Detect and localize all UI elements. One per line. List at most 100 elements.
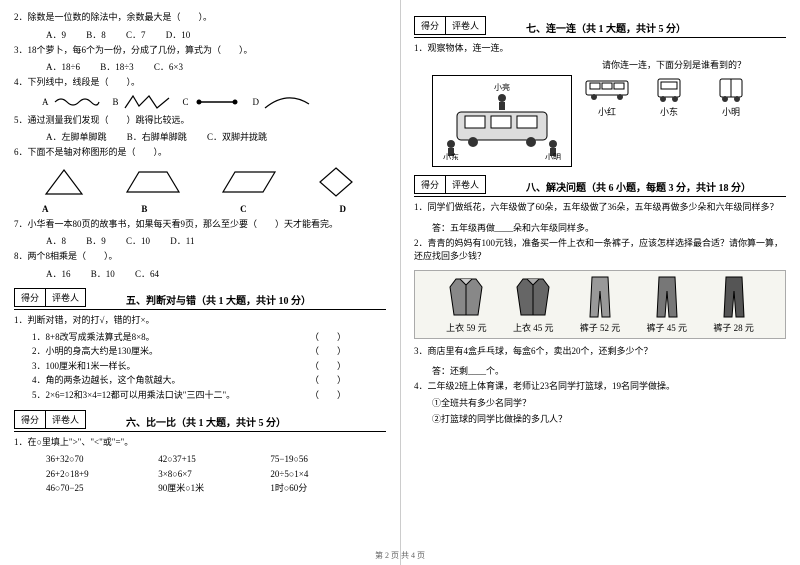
cloth-item: 裤子 28 元 (713, 275, 754, 334)
score-label-a: 得分 (14, 410, 46, 429)
q2-text: 2．除数是一位数的除法中，余数最大是（ ）。 (14, 11, 386, 25)
sec8-q4-sub1: ①全班共有多少名同学？ (414, 397, 786, 411)
score-box: 得分 评卷人 (14, 410, 86, 429)
score-box: 得分 评卷人 (414, 175, 486, 194)
sec6-lead: 1．在○里填上">"、"<"或"="。 (14, 436, 386, 450)
van-side-icon (582, 75, 632, 103)
clothes-row: 上衣 59 元 上衣 45 元 裤子 52 元 裤子 45 元 裤子 28 元 (414, 270, 786, 339)
cloth-item: 裤子 45 元 (647, 275, 688, 334)
section-5-title: 五、判断对与错（共 1 大题，共计 10 分） (126, 292, 311, 307)
q5-text: 5．通过测量我们发现（ ）跳得比较远。 (14, 114, 386, 128)
cloth-label: 裤子 45 元 (647, 321, 688, 334)
van-back-icon (706, 75, 756, 103)
svg-text:小明: 小明 (545, 153, 561, 160)
q6-label-c: C (240, 204, 247, 214)
q3-text: 3．18个萝卜，每6个为一份，分成了几份，算式为（ ）。 (14, 44, 386, 58)
q4-label-a: A (42, 97, 49, 107)
cloth-label: 裤子 28 元 (713, 321, 754, 334)
q5-choices: A．左脚单脚跳 B．右脚单脚跳 C．双脚并拢跳 (14, 130, 386, 143)
sec8-q4: 4．二年级2班上体育课，老师让23名同学打篮球，19名同学做操。 (414, 380, 786, 394)
q8-opt-a: A．16 (46, 269, 71, 279)
cmp-item: 3×8○6×7 (158, 467, 270, 481)
jacket-icon (446, 275, 486, 319)
car-scene-icon: 小亮 小东 小明 (437, 80, 567, 160)
sec8-q4-sub2: ②打篮球的同学比做操的多几人？ (414, 413, 786, 427)
q6-labels: A B C D (14, 204, 386, 214)
tf-item: 3．100厘米和1米一样长。 (32, 359, 136, 373)
sec8-q3: 3．商店里有4盒乒乓球，每盒6个，卖出20个，还剩多少个？ (414, 345, 786, 359)
q6-text: 6．下面不是轴对称图形的是（ ）。 (14, 146, 386, 160)
q8-choices: A．16 B．10 C．64 (14, 267, 386, 280)
q4-label-d: D (253, 97, 260, 107)
q2-opt-d: D．10 (166, 30, 191, 40)
cloth-item: 上衣 59 元 (446, 275, 487, 334)
q7-opt-a: A．8 (46, 236, 66, 246)
tf-item: 2．小明的身高大约是130厘米。 (32, 344, 158, 358)
parallelogram-icon (219, 166, 279, 198)
cmp-item: 90厘米○1米 (158, 481, 270, 495)
tf-item: 5．2×6=12和3×4=12都可以用乘法口诀"三四十二"。 (32, 388, 235, 402)
q3-choices: A．18÷6 B．18÷3 C．6×3 (14, 60, 386, 73)
section-8-head: 得分 评卷人 八、解决问题（共 6 小题，每题 3 分，共计 18 分） (414, 175, 786, 197)
q7-opt-d: D．11 (170, 236, 194, 246)
q8-opt-c: C．64 (135, 269, 159, 279)
section-6-head: 得分 评卷人 六、比一比（共 1 大题，共计 5 分） (14, 410, 386, 432)
cmp-item: 20÷5○1×4 (270, 467, 382, 481)
score-label-b: 评卷人 (446, 16, 486, 35)
sec8-q3-ans: 答：还剩____个。 (432, 364, 786, 377)
jacket-icon (513, 275, 553, 319)
compare-grid: 36+32○70 42○37+15 75−19○56 26+2○18+9 3×8… (14, 452, 386, 495)
van-options: 小红 小东 小明 (582, 75, 756, 118)
q7-opt-c: C．10 (126, 236, 150, 246)
observe-figure: 小亮 小东 小明 小红 小东 (414, 75, 786, 167)
sec5-items: 1．8+8改写成乘法算式是8×8。 （ ） 2．小明的身高大约是130厘米。 （ ）… (14, 330, 386, 402)
bracket: （ ） (310, 388, 346, 402)
van-label: 小东 (644, 105, 694, 118)
cloth-item: 上衣 45 元 (513, 275, 554, 334)
section-5-head: 得分 评卷人 五、判断对与错（共 1 大题，共计 10 分） (14, 288, 386, 310)
van-item: 小明 (706, 75, 756, 118)
van-front-icon (644, 75, 694, 103)
q7-choices: A．8 B．9 C．10 D．11 (14, 234, 386, 247)
score-label-a: 得分 (414, 175, 446, 194)
pants-icon (651, 275, 683, 319)
sec8-q2: 2．青青的妈妈有100元钱，准备买一件上衣和一条裤子，应该怎样选择最合适？请你算… (414, 237, 786, 264)
score-box: 得分 评卷人 (14, 288, 86, 307)
score-box: 得分 评卷人 (414, 16, 486, 35)
van-item: 小红 (582, 75, 632, 118)
q7-text: 7．小华看一本80页的故事书，如果每天看9页，那么至少要（ ）天才能看完。 (14, 218, 386, 232)
trapezoid-icon (123, 166, 183, 198)
van-label: 小红 (582, 105, 632, 118)
diamond-icon (316, 164, 356, 200)
cloth-label: 上衣 59 元 (446, 321, 487, 334)
page-footer: 第 2 页 共 4 页 (0, 550, 800, 561)
q8-text: 8．两个8相乘是（ ）。 (14, 250, 386, 264)
q7-opt-b: B．9 (86, 236, 106, 246)
tf-item: 4．角的两条边越长，这个角就越大。 (32, 373, 181, 387)
scene-box: 小亮 小东 小明 (432, 75, 572, 167)
score-label-b: 评卷人 (46, 410, 86, 429)
zigzag-line-icon (123, 94, 171, 110)
q6-label-b: B (141, 204, 147, 214)
section-7-title: 七、连一连（共 1 大题，共计 5 分） (526, 20, 686, 35)
cmp-item: 75−19○56 (270, 452, 382, 466)
score-label-b: 评卷人 (446, 175, 486, 194)
bracket: （ ） (310, 359, 346, 373)
score-label-b: 评卷人 (46, 288, 86, 307)
score-label-a: 得分 (414, 16, 446, 35)
sec5-lead: 1．判断对错，对的打√，错的打×。 (14, 314, 386, 328)
bracket: （ ） (310, 373, 346, 387)
tf-item: 1．8+8改写成乘法算式是8×8。 (32, 330, 155, 344)
left-column: 2．除数是一位数的除法中，余数最大是（ ）。 A．9 B．8 C．7 D．10 … (0, 0, 400, 565)
q5-opt-b: B．右脚单脚跳 (127, 132, 187, 142)
q8-opt-b: B．10 (91, 269, 115, 279)
wavy-line-icon (53, 94, 101, 110)
segment-icon (193, 94, 241, 110)
score-label-a: 得分 (14, 288, 46, 307)
q5-opt-a: A．左脚单脚跳 (46, 132, 107, 142)
cmp-item: 36+32○70 (46, 452, 158, 466)
cmp-item: 1时○60分 (270, 481, 382, 495)
van-item: 小东 (644, 75, 694, 118)
q4-shapes: A B C D (14, 94, 386, 110)
scene-top-label: 小亮 (494, 82, 510, 92)
